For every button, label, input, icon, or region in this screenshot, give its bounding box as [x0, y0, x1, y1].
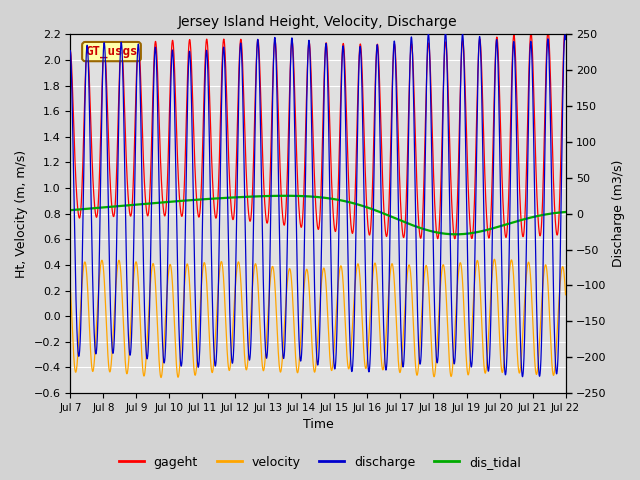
Y-axis label: Ht, Velocity (m, m/s): Ht, Velocity (m, m/s) — [15, 150, 28, 278]
Legend: gageht, velocity, discharge, dis_tidal: gageht, velocity, discharge, dis_tidal — [114, 451, 526, 474]
Text: GT_usgs: GT_usgs — [85, 45, 138, 58]
Title: Jersey Island Height, Velocity, Discharge: Jersey Island Height, Velocity, Discharg… — [178, 15, 458, 29]
Y-axis label: Discharge (m3/s): Discharge (m3/s) — [612, 160, 625, 267]
X-axis label: Time: Time — [303, 419, 333, 432]
